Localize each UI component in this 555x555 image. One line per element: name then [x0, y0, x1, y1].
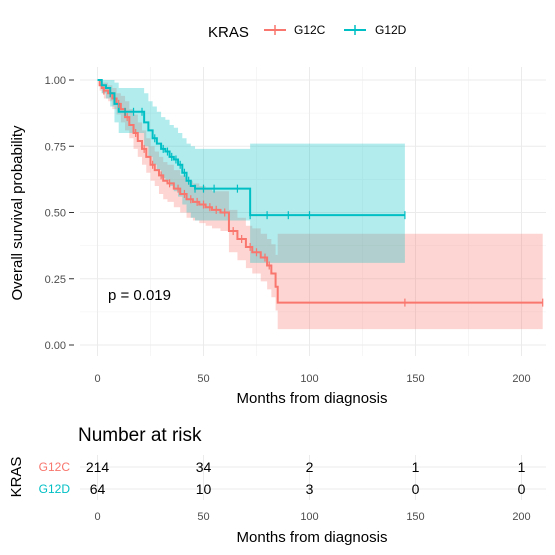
y-axis-title: Overall survival probability	[9, 125, 26, 301]
y-tick-label: 0.25	[45, 274, 66, 286]
y-tick-label: 0.50	[45, 208, 66, 220]
risk-x-tick-label: 200	[512, 511, 530, 523]
y-tick-label: 0.00	[45, 340, 66, 352]
x-tick-label: 200	[512, 373, 530, 385]
risk-table-rows: G12C 214 34 2 1 1 G12D 64 10 3 0 0	[39, 459, 526, 497]
legend-key-g12d	[344, 25, 366, 35]
risk-table-grid	[80, 455, 546, 500]
confidence-bands	[97, 80, 543, 330]
x-tick-labels: 0 50 100 150 200	[94, 373, 530, 385]
risk-count-g12d: 0	[518, 481, 526, 497]
risk-count-g12c: 2	[306, 459, 314, 475]
censor-marks	[103, 86, 544, 307]
x-axis-title: Months from diagnosis	[237, 390, 388, 407]
risk-table-title: Number at risk	[78, 425, 202, 446]
x-tick-label: 0	[94, 373, 100, 385]
risk-count-g12c: 214	[86, 459, 110, 475]
p-value-annotation: p = 0.019	[108, 287, 171, 304]
risk-x-tick-label: 50	[197, 511, 209, 523]
risk-x-tick-label: 150	[406, 511, 424, 523]
main-plot-grid	[80, 67, 546, 356]
risk-count-g12d: 64	[90, 481, 106, 497]
x-tick-label: 150	[406, 373, 424, 385]
legend-key-g12c	[264, 25, 286, 35]
risk-x-tick-label: 0	[94, 511, 100, 523]
risk-table-x-tick-labels: 0 50 100 150 200	[94, 511, 530, 523]
confidence-band-g12d	[97, 80, 405, 263]
y-tick-labels: 0.00 0.25 0.50 0.75 1.00	[45, 75, 74, 352]
confidence-band-g12c	[97, 80, 543, 330]
risk-count-g12c: 1	[518, 459, 526, 475]
risk-table-y-axis-title: KRAS	[8, 457, 25, 498]
survival-curves	[97, 79, 543, 304]
risk-count-g12d: 0	[412, 481, 420, 497]
x-tick-label: 100	[300, 373, 318, 385]
risk-row-label-g12c: G12C	[39, 460, 71, 474]
legend-label-g12d: G12D	[375, 23, 407, 37]
legend-label-g12c: G12C	[294, 23, 326, 37]
risk-table-x-axis-title: Months from diagnosis	[237, 529, 388, 546]
legend: KRAS G12C G12D	[208, 23, 407, 41]
risk-count-g12c: 34	[196, 459, 212, 475]
y-tick-label: 1.00	[45, 75, 66, 87]
x-tick-label: 50	[197, 373, 209, 385]
risk-x-tick-label: 100	[300, 511, 318, 523]
risk-row-label-g12d: G12D	[39, 482, 71, 496]
legend-title: KRAS	[208, 24, 249, 41]
y-tick-label: 0.75	[45, 141, 66, 153]
risk-count-g12d: 3	[306, 481, 314, 497]
risk-count-g12d: 10	[196, 481, 212, 497]
risk-count-g12c: 1	[412, 459, 420, 475]
survival-curve-g12d	[97, 79, 405, 217]
